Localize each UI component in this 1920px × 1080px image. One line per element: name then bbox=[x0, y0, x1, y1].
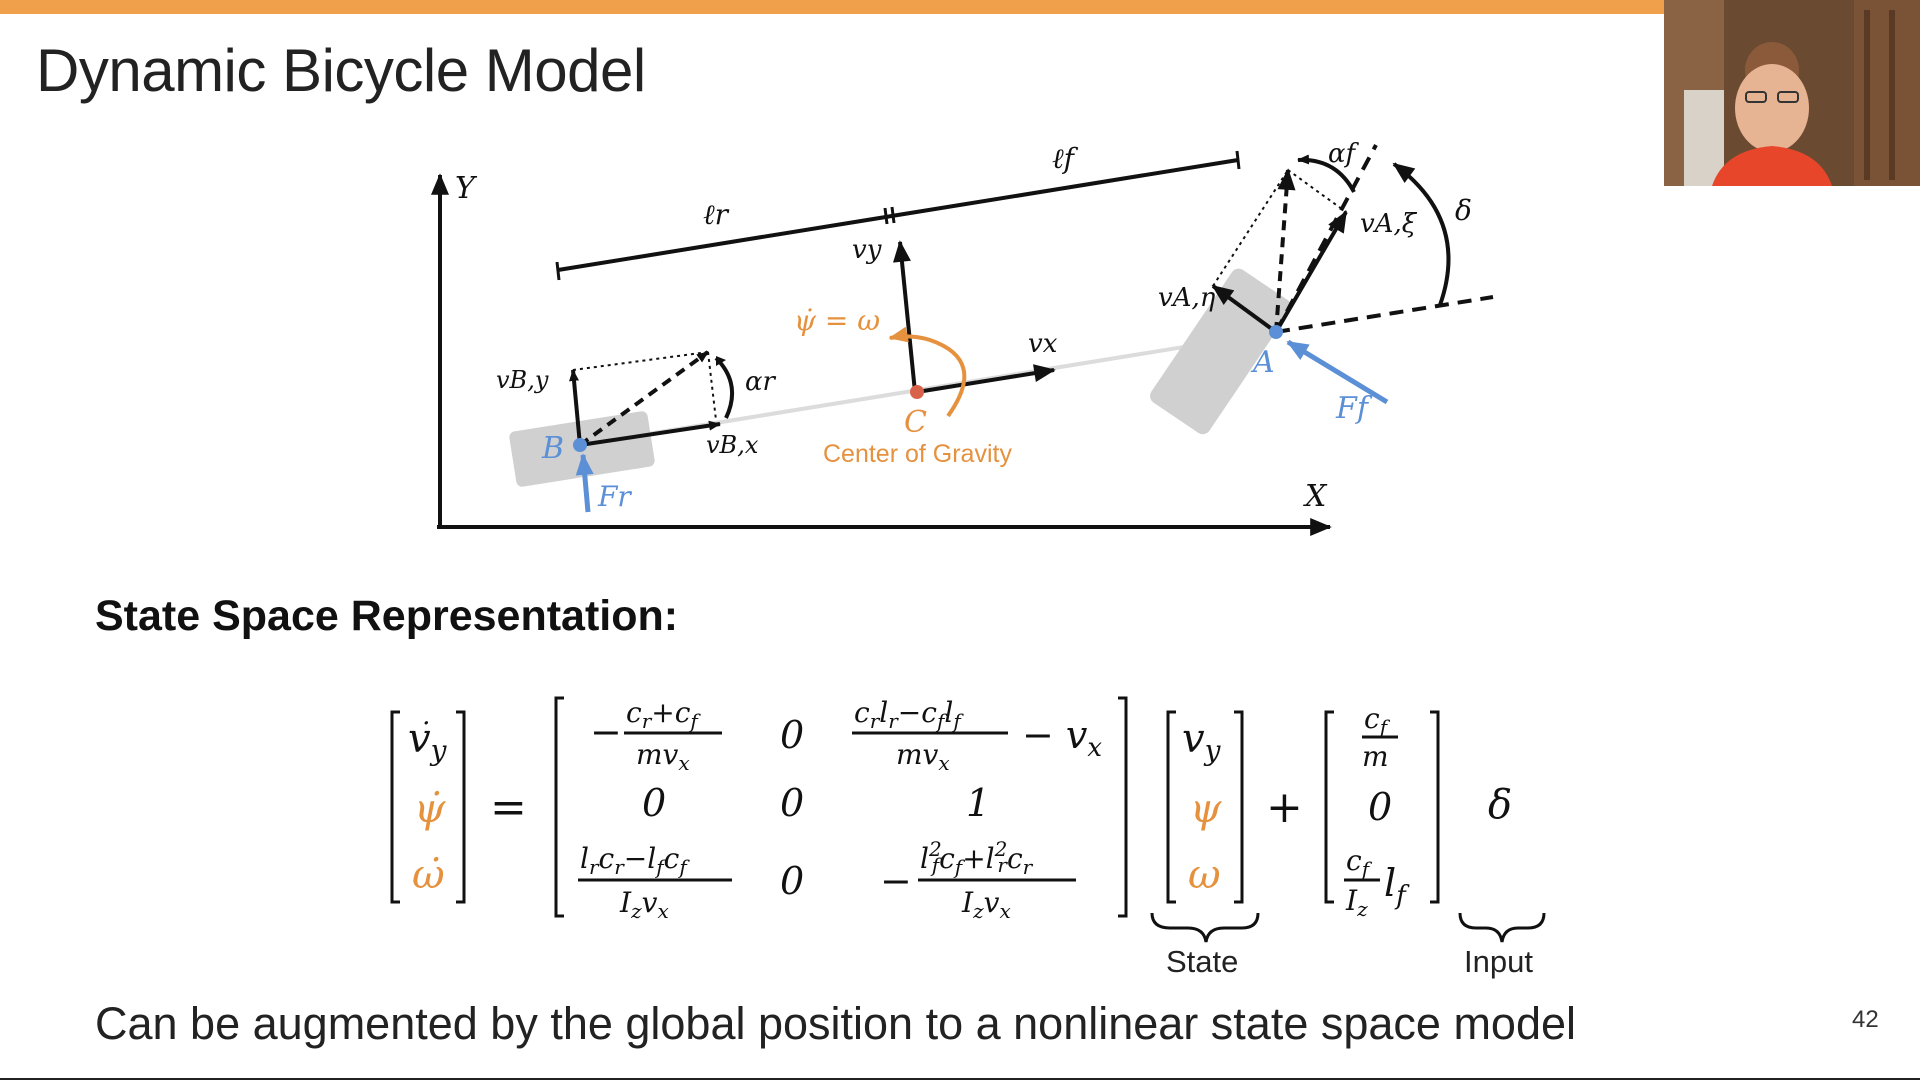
input-matrix-bracket-right bbox=[1430, 712, 1438, 902]
lhs-bracket-right bbox=[456, 712, 464, 902]
a23-one: 1 bbox=[966, 781, 990, 825]
input-delta: δ bbox=[1488, 782, 1512, 828]
equals-sign: = bbox=[490, 782, 527, 833]
a32-zero: 0 bbox=[780, 859, 804, 903]
lhs-bracket-left bbox=[392, 712, 400, 902]
a31-numerator: lrcr−lfcf bbox=[580, 842, 690, 879]
b3-lf: lf bbox=[1384, 861, 1410, 911]
b2-zero: 0 bbox=[1368, 785, 1392, 829]
a11-minus: − bbox=[590, 710, 622, 754]
matrix-a-bracket-right bbox=[1118, 698, 1126, 916]
state-label: State bbox=[1166, 944, 1238, 980]
state-psi: ψ bbox=[1190, 786, 1222, 832]
lhs-psi-dot: ψ̇ bbox=[414, 786, 446, 832]
state-bracket-right bbox=[1234, 712, 1242, 902]
lhs-omega-dot: ω̇ bbox=[412, 852, 445, 898]
a31-denominator: Izvx bbox=[619, 886, 669, 923]
a12-zero: 0 bbox=[780, 713, 804, 757]
b1-numerator: cf bbox=[1364, 702, 1391, 739]
page-number: 42 bbox=[1852, 1006, 1879, 1034]
plus-sign: + bbox=[1266, 782, 1303, 833]
a21-zero: 0 bbox=[642, 781, 666, 825]
b3-numerator: cf bbox=[1346, 844, 1373, 881]
state-brace bbox=[1152, 913, 1258, 942]
footer-text: Can be augmented by the global position … bbox=[95, 998, 1576, 1050]
a22-zero: 0 bbox=[780, 781, 804, 825]
a33-numerator: l2 fcf+l2 rcr bbox=[920, 837, 1034, 879]
a33-denominator: Izvx bbox=[961, 886, 1011, 923]
lhs-vy-dot-mark: ˙ bbox=[416, 717, 431, 752]
input-label: Input bbox=[1464, 944, 1533, 980]
state-vy: vy bbox=[1182, 716, 1222, 767]
a33-minus: − bbox=[880, 859, 912, 903]
a11-numerator: cr+cf bbox=[626, 696, 701, 733]
a13-denominator: mvx bbox=[896, 738, 950, 775]
a11-denominator: mvx bbox=[636, 738, 690, 775]
input-matrix-bracket-left bbox=[1326, 712, 1334, 902]
matrix-a-bracket-left bbox=[556, 698, 564, 916]
state-omega: ω bbox=[1188, 852, 1221, 898]
a13-numerator: crlr−cflf bbox=[854, 696, 964, 733]
b1-denominator: m bbox=[1362, 740, 1389, 773]
b3-denominator: Iz bbox=[1345, 884, 1368, 921]
a13-minus-vx: − vx bbox=[1022, 713, 1102, 763]
input-brace bbox=[1460, 913, 1544, 942]
state-bracket-left bbox=[1168, 712, 1176, 902]
